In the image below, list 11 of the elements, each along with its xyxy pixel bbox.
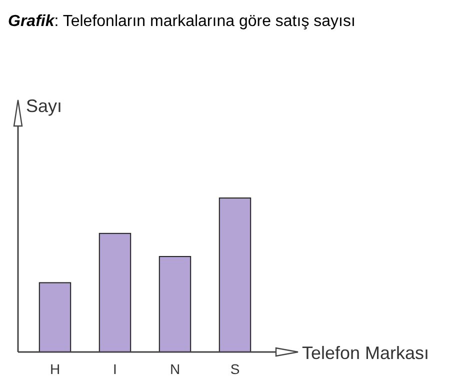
x-tick-label: S (230, 361, 240, 377)
x-axis-title: Telefon Markası (302, 343, 430, 363)
chart-title: Grafik: Telefonların markalarına göre satış sayısı (8, 13, 356, 30)
bar (98, 232, 132, 352)
x-tick-label: N (170, 361, 180, 377)
x-tick-label: I (113, 361, 117, 377)
bar (38, 282, 72, 352)
bar (218, 198, 252, 352)
x-tick-label: H (50, 361, 60, 377)
bar (158, 256, 192, 352)
y-axis-title: Sayı (26, 96, 62, 116)
